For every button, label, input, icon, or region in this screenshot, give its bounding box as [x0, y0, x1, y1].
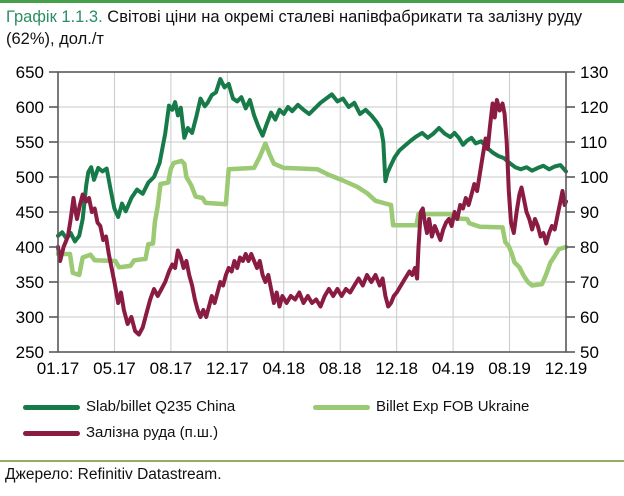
y-axis-label-left: 650	[16, 63, 44, 82]
legend-swatch-iron-ore	[23, 431, 80, 436]
legend-label-billet-ukraine: Billet Exp FOB Ukraine	[376, 398, 530, 415]
x-axis-label: 08.17	[150, 359, 193, 378]
chart-title-text: Світові ціни на окремі сталеві напівфабр…	[6, 8, 583, 48]
series-line-1	[55, 141, 569, 288]
y-axis-label-left: 300	[16, 308, 44, 327]
y-axis-label-right: 70	[580, 273, 599, 292]
x-axis-label: 04.19	[432, 359, 475, 378]
chart-title-number: Графік 1.1.3.	[6, 8, 103, 26]
x-axis-label: 01.17	[37, 359, 80, 378]
y-axis-label-left: 450	[16, 203, 44, 222]
legend-label-iron-ore: Залізна руда (п.ш.)	[86, 424, 219, 441]
y-axis-label-left: 400	[16, 238, 44, 257]
series-line-2	[56, 98, 568, 337]
y-axis-label-right: 110	[580, 133, 607, 152]
axis-ticks	[49, 71, 575, 353]
y-axis-label-left: 250	[16, 343, 44, 362]
line-chart: 650 600 550 500 450 400 350 300 250 130 120 110 100 9…	[16, 63, 609, 378]
source-text: Джерело: Refinitiv Datastream.	[5, 466, 222, 483]
y-axis-label-right: 130	[580, 63, 608, 82]
x-axis-label: 12.18	[375, 359, 418, 378]
legend-item-billet-ukraine: Billet Exp FOB Ukraine	[313, 398, 529, 416]
y-axis-label-left: 500	[16, 168, 44, 187]
x-axis-label: 08.18	[319, 359, 362, 378]
series-line-0	[56, 77, 568, 244]
legend-swatch-billet-ukraine	[313, 405, 370, 410]
y-axis-label-right: 120	[580, 98, 608, 117]
legend: Slab/billet Q235 China Billet Exp FOB Uk…	[0, 396, 624, 456]
x-axis-label: 12.19	[545, 359, 588, 378]
y-axis-label-right: 60	[580, 308, 599, 327]
legend-item-iron-ore: Залізна руда (п.ш.)	[23, 424, 218, 442]
top-border-line	[0, 0, 624, 3]
x-axis-label: 04.18	[263, 359, 306, 378]
y-axis-label-right: 50	[580, 343, 599, 362]
legend-swatch-slab-billet-china	[23, 405, 80, 410]
y-axis-label-left: 350	[16, 273, 44, 292]
y-axis-label-right: 100	[580, 168, 608, 187]
y-axis-label-right: 80	[580, 238, 599, 257]
axis-labels: 650 600 550 500 450 400 350 300 250 130 120 110 100 9…	[16, 63, 609, 378]
x-axis-label: 08.19	[488, 359, 531, 378]
y-axis-label-left: 550	[16, 133, 44, 152]
x-axis-label: 05.17	[93, 359, 136, 378]
legend-label-slab-billet-china: Slab/billet Q235 China	[86, 398, 236, 415]
chart-title: Графік 1.1.3. Світові ціни на окремі ста…	[6, 6, 612, 50]
y-axis-label-left: 600	[16, 98, 44, 117]
x-axis-label: 12.17	[206, 359, 249, 378]
separator-line	[0, 460, 624, 462]
y-axis-label-right: 90	[580, 203, 599, 222]
legend-item-slab-billet-china: Slab/billet Q235 China	[23, 398, 235, 416]
